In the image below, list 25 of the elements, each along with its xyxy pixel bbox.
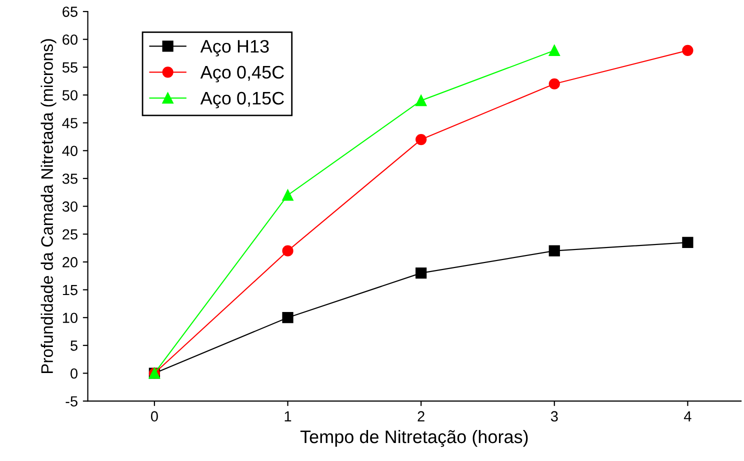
y-tick-label: 35 — [62, 174, 78, 184]
y-tick-label: 10 — [62, 312, 78, 324]
y-axis-title: Profundidade da Camada Nitretada (microns) — [40, 39, 56, 374]
x-tick-label: 0 — [150, 411, 158, 422]
x-tick-label: 3 — [550, 411, 558, 422]
x-tick-label: 1 — [284, 411, 292, 422]
y-tick-label: -5 — [66, 396, 78, 406]
legend-label: Aço H13 — [200, 40, 269, 56]
x-tick-label: 4 — [684, 411, 692, 422]
x-axis-title: Tempo de Nitretação (horas) — [300, 430, 528, 447]
legend-label: Aço 0,15C — [200, 92, 284, 108]
x-tick-label: 2 — [418, 411, 424, 422]
y-tick-label: 45 — [62, 118, 78, 128]
legend-label: Aço 0,45C — [200, 66, 284, 82]
y-tick-label: 50 — [62, 90, 78, 100]
y-tick-label: 25 — [62, 229, 78, 240]
y-tick-label: 15 — [62, 285, 78, 296]
y-tick-label: 60 — [62, 34, 78, 45]
y-tick-label: 0 — [70, 368, 78, 379]
y-tick-label: 20 — [62, 257, 78, 268]
y-tick-label: 30 — [62, 201, 78, 212]
y-tick-label: 65 — [62, 6, 78, 17]
y-tick-label: 5 — [70, 340, 78, 351]
y-tick-label: 40 — [62, 146, 78, 156]
y-tick-label: 55 — [62, 62, 78, 73]
